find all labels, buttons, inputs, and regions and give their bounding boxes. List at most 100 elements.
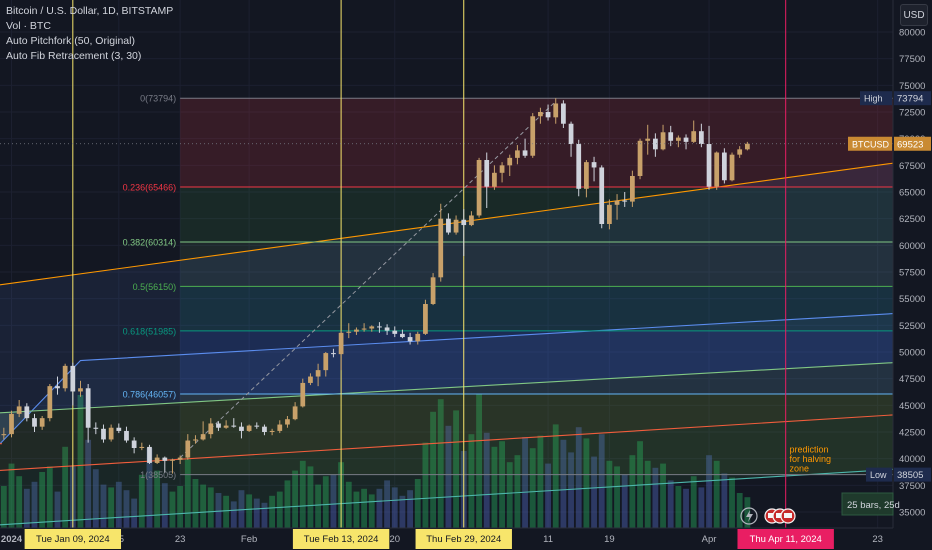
volume-bar [575, 427, 582, 528]
price-tick-label: 65000 [899, 188, 925, 199]
volume-bar [468, 434, 475, 528]
candle-body [492, 172, 497, 187]
fib-label: 0.382(60314) [123, 237, 177, 247]
candle-body [668, 132, 674, 141]
candle-body [170, 459, 175, 461]
indicator-fib[interactable]: Auto Fib Retracement (3, 30) [6, 50, 142, 62]
candle-body [216, 423, 221, 428]
volume-bar [146, 448, 153, 528]
fib-label: 0.236(65466) [123, 183, 177, 193]
volume-bar [207, 487, 214, 528]
price-tag-value: 73794 [897, 94, 923, 105]
volume-bar [537, 435, 544, 528]
candle-body [461, 219, 467, 226]
price-tick-label: 80000 [899, 28, 925, 39]
pitchfork-line-bottom [0, 468, 894, 526]
volume-bar [154, 470, 161, 528]
candle-body [522, 150, 528, 156]
price-tick-label: 57500 [899, 268, 925, 279]
price-tag-value: 69523 [897, 139, 923, 150]
date-tag-bg [737, 529, 834, 549]
volume-bar [621, 474, 628, 528]
volume-bar [215, 493, 222, 528]
volume-bar [729, 477, 735, 528]
volume-bar [92, 469, 99, 528]
volume-bar [123, 490, 130, 528]
candle-body [683, 137, 689, 142]
pitchfork-zone-bottom [0, 414, 893, 525]
price-tag-bg [894, 136, 931, 151]
volume-bar [391, 487, 398, 528]
trend-line [179, 100, 557, 458]
volume-bar [161, 483, 168, 528]
volume-bar [169, 491, 176, 528]
candle-body [185, 440, 191, 458]
volume-bar [376, 488, 383, 528]
candle-body [637, 140, 643, 176]
volume-bar [476, 393, 482, 528]
candle-body [55, 386, 60, 389]
symbol-title[interactable]: Bitcoin / U.S. Dollar, 1D, BITSTAMP [6, 5, 174, 17]
candle-body [453, 219, 459, 233]
volume-bar [77, 395, 84, 528]
volume-bar [522, 437, 528, 528]
volume-bar [16, 476, 23, 528]
candle-body [231, 425, 237, 427]
volume-bar [246, 494, 253, 528]
candle-body [101, 428, 106, 440]
candle-body [392, 330, 398, 334]
time-tick-label: Apr [702, 534, 717, 545]
volume-bar [315, 484, 322, 528]
volume-bar [690, 476, 697, 528]
candle-body [16, 406, 22, 414]
price-tick-label: 40000 [899, 454, 925, 465]
candle-body [691, 131, 697, 142]
price-tick-label: 55000 [899, 294, 925, 305]
time-tick-label: 19 [604, 534, 615, 545]
date-tag-bg [292, 529, 390, 549]
volume-bar [483, 432, 490, 528]
candle-body [499, 165, 505, 173]
candle-body [131, 440, 137, 448]
candle-body [323, 353, 329, 371]
indicator-pitchfork[interactable]: Auto Pitchfork (50, Original) [6, 35, 135, 47]
time-tick-label: 20 [389, 534, 400, 545]
candle-body [1, 434, 7, 436]
volume-bar [529, 448, 536, 528]
volume-bar [598, 434, 605, 528]
volume-bar [675, 486, 682, 528]
fib-zone [180, 241, 893, 287]
candle-body [139, 446, 145, 448]
volume-bar [223, 495, 230, 528]
volume-bar [721, 473, 728, 528]
candle-body [361, 328, 367, 330]
chart-legend: Bitcoin / U.S. Dollar, 1D, BITSTAMP Vol … [6, 4, 173, 64]
indicator-volume[interactable]: Vol · BTC [6, 20, 51, 32]
candle-body [269, 430, 275, 432]
candle-body [446, 218, 451, 233]
time-tick-label: 23 [872, 534, 883, 545]
pitchfork-zone-upper [0, 163, 893, 444]
volume-bar [552, 424, 559, 528]
volume-bar [54, 491, 61, 528]
price-tick-label: 37500 [899, 481, 925, 492]
candle-body [254, 425, 260, 427]
volume-bar [399, 495, 406, 528]
volume-bar [8, 463, 15, 528]
price-tick-label: 50000 [899, 348, 925, 359]
candle-body [553, 103, 559, 118]
volume-bar [85, 439, 92, 528]
price-tag-value: 38505 [897, 470, 923, 481]
volume-bar [545, 463, 551, 528]
candle-body [193, 439, 198, 441]
candle-body [70, 365, 76, 392]
volume-bar [499, 441, 505, 528]
date-lines [72, 0, 787, 528]
volume-bar [736, 493, 743, 528]
volume-bar [644, 460, 651, 528]
candle-body [162, 457, 168, 461]
fib-label: 0.5(56150) [133, 282, 177, 292]
currency-button[interactable]: USD [900, 4, 928, 26]
volume-bar [276, 491, 283, 528]
